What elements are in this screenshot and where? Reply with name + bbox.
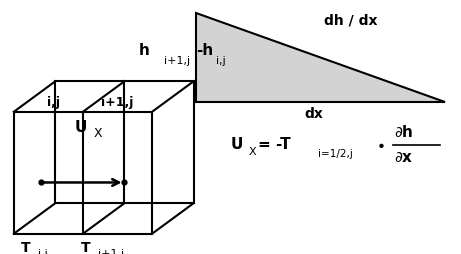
Text: X: X xyxy=(249,147,257,157)
Text: -h: -h xyxy=(196,43,213,58)
Text: h: h xyxy=(138,43,149,58)
Polygon shape xyxy=(196,13,445,102)
Text: $•$: $•$ xyxy=(376,137,384,152)
Text: i,j: i,j xyxy=(38,249,48,254)
Text: i,j: i,j xyxy=(216,56,225,66)
Text: = -T: = -T xyxy=(258,137,291,152)
Text: dh / dx: dh / dx xyxy=(324,13,377,27)
Text: $\partial$x: $\partial$x xyxy=(394,150,414,165)
Text: dx: dx xyxy=(304,107,323,121)
Text: X: X xyxy=(94,127,102,140)
Text: i,j: i,j xyxy=(47,96,59,109)
Text: i+1,j: i+1,j xyxy=(98,249,124,254)
Text: $\partial$h: $\partial$h xyxy=(394,124,414,140)
Text: i+1,j: i+1,j xyxy=(101,96,134,109)
Text: U: U xyxy=(75,119,87,135)
Text: i=1/2,j: i=1/2,j xyxy=(318,149,353,159)
Text: T: T xyxy=(21,241,30,254)
Text: U: U xyxy=(230,137,243,152)
Text: T: T xyxy=(81,241,90,254)
Text: i+1,j: i+1,j xyxy=(164,56,190,66)
